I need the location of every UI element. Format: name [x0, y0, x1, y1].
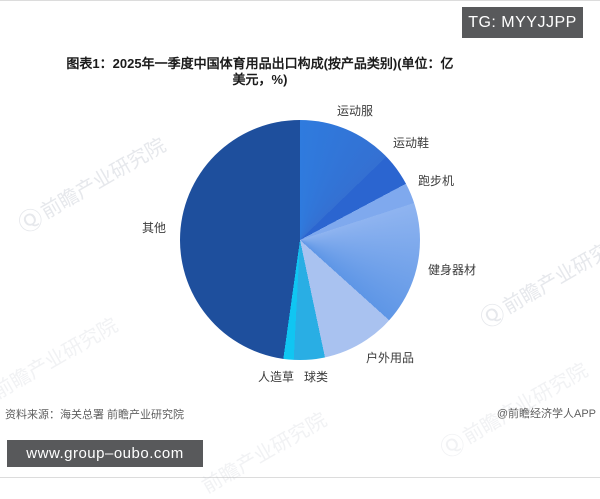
- pie-label-sports-shoes: 运动鞋: [393, 136, 429, 150]
- pie-label-others: 其他: [142, 221, 166, 235]
- pie-label-treadmill: 跑步机: [418, 174, 454, 188]
- watermark-logo-icon: Ⓠ: [14, 204, 48, 239]
- pie-label-balls: 球类: [304, 370, 328, 384]
- tg-badge: TG: MYYJJPP: [462, 7, 583, 38]
- url-bar: www.group–oubo.com: [7, 440, 203, 467]
- bottom-border-line: [0, 477, 600, 478]
- watermark-logo-icon: Ⓠ: [476, 299, 510, 334]
- top-border-line: [0, 0, 600, 1]
- watermark-left-lower: Ⓠ前瞻产业研究院: [0, 307, 124, 420]
- watermark-bottom-center: 前瞻产业研究院: [196, 404, 332, 499]
- watermark-right: Ⓠ前瞻产业研究院: [473, 222, 600, 335]
- chart-title: 图表1：2025年一季度中国体育用品出口构成(按产品类别)(单位：亿美元，%): [62, 56, 458, 88]
- pie-label-outdoor-goods: 户外用品: [366, 351, 414, 365]
- pie-chart: [180, 120, 420, 360]
- watermark-logo-icon: Ⓠ: [436, 429, 470, 464]
- pie-label-fitness-equipment: 健身器材: [428, 263, 476, 277]
- pie-label-sportswear: 运动服: [337, 104, 373, 118]
- pie-label-artificial-grass: 人造草: [258, 370, 294, 384]
- source-note: 资料来源：海关总署 前瞻产业研究院: [5, 406, 184, 422]
- credit-note: @前瞻经济学人APP: [497, 405, 596, 421]
